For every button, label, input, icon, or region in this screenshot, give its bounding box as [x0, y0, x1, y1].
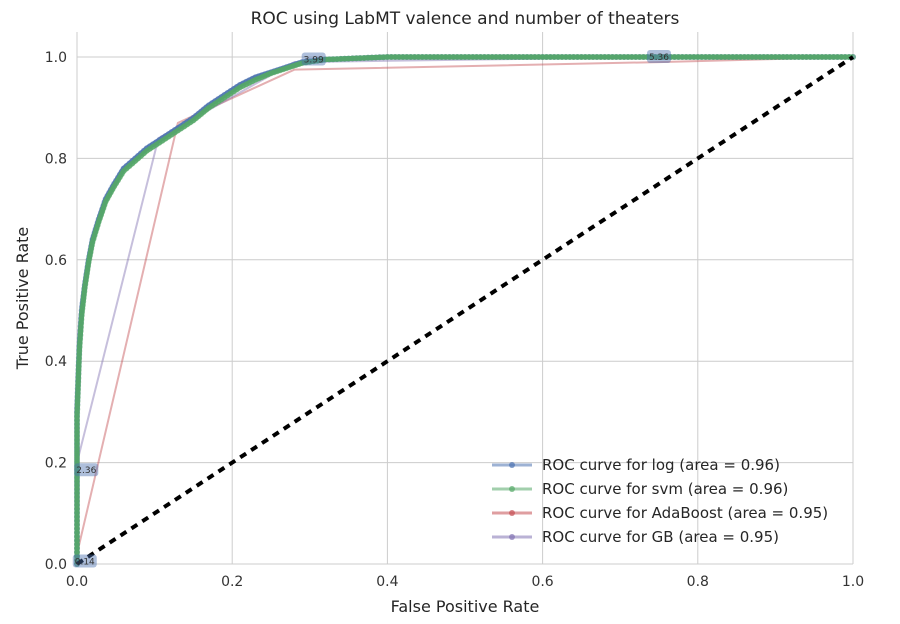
legend-label: ROC curve for log (area = 0.96) — [542, 456, 780, 474]
y-tick-label: 0.8 — [45, 151, 67, 167]
legend-item: ROC curve for GB (area = 0.95) — [492, 528, 779, 546]
diagonal-reference-line — [75, 55, 855, 566]
legend-marker — [509, 534, 515, 540]
chart-title: ROC using LabMT valence and number of th… — [251, 9, 680, 29]
legend-item: ROC curve for AdaBoost (area = 0.95) — [492, 504, 828, 522]
annotation-box — [301, 52, 326, 66]
annotation-box — [72, 554, 97, 568]
y-axis-title: True Positive Rate — [13, 227, 32, 371]
y-tick-label: 0.0 — [45, 557, 67, 573]
x-tick-label: 0.6 — [531, 574, 553, 590]
threshold-annotation: 3.99 — [301, 52, 326, 66]
legend-marker — [509, 510, 515, 516]
x-tick-label: 0.0 — [66, 574, 88, 590]
annotation-text: 5.36 — [649, 53, 669, 63]
legend: ROC curve for log (area = 0.96) ROC curve… — [492, 456, 828, 546]
annotation-box — [647, 50, 671, 63]
annotation-box — [74, 463, 99, 477]
x-tick-label: 1.0 — [842, 574, 864, 590]
legend-marker — [509, 462, 515, 468]
threshold-annotation: 2.36 — [74, 463, 99, 477]
series-1 — [74, 54, 856, 567]
y-tick-labels: 0.0 0.2 0.4 0.6 0.8 1.0 — [45, 50, 67, 573]
legend-item: ROC curve for log (area = 0.96) — [492, 456, 780, 474]
y-tick-label: 0.4 — [45, 354, 67, 370]
x-tick-label: 0.8 — [687, 574, 709, 590]
threshold-annotation: 0.14 — [72, 554, 97, 568]
x-tick-label: 0.2 — [221, 574, 243, 590]
y-tick-label: 0.6 — [45, 253, 67, 269]
x-tick-labels: 0.0 0.2 0.4 0.6 0.8 1.0 — [66, 574, 864, 590]
x-tick-label: 0.4 — [376, 574, 398, 590]
threshold-annotation: 5.36 — [647, 50, 671, 63]
y-tick-label: 1.0 — [45, 50, 67, 66]
plot-background — [77, 32, 853, 564]
annotation-text: 2.36 — [76, 466, 96, 476]
y-tick-label: 0.2 — [45, 456, 67, 472]
series-layer — [74, 54, 856, 567]
legend-label: ROC curve for svm (area = 0.96) — [542, 480, 788, 498]
legend-marker — [509, 486, 515, 492]
legend-label: ROC curve for AdaBoost (area = 0.95) — [542, 504, 828, 522]
annotation-text: 3.99 — [304, 56, 324, 66]
legend-item: ROC curve for svm (area = 0.96) — [492, 480, 788, 498]
annotation-text: 0.14 — [75, 557, 95, 567]
annotation-layer: 2.36 3.99 5.36 0.14 — [72, 50, 671, 568]
legend-label: ROC curve for GB (area = 0.95) — [542, 528, 779, 546]
grid — [76, 32, 854, 565]
x-axis-title: False Positive Rate — [391, 597, 540, 616]
